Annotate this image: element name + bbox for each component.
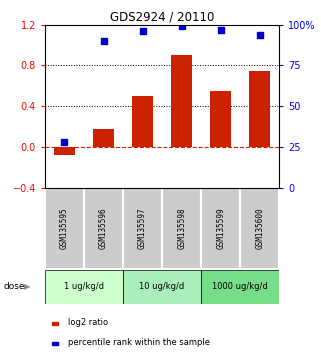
- Bar: [45, 270, 123, 304]
- Text: GSM135595: GSM135595: [60, 207, 69, 249]
- Bar: [171, 55, 192, 147]
- Bar: [249, 70, 271, 147]
- Text: ▶: ▶: [24, 282, 30, 291]
- Bar: [45, 188, 84, 269]
- Bar: [132, 96, 153, 147]
- Point: [257, 32, 262, 38]
- Text: GSM135597: GSM135597: [138, 207, 147, 249]
- Text: GSM135599: GSM135599: [216, 207, 225, 249]
- Point: [218, 27, 223, 33]
- Text: percentile rank within the sample: percentile rank within the sample: [68, 338, 210, 347]
- Bar: [52, 322, 58, 325]
- Text: 1000 ug/kg/d: 1000 ug/kg/d: [212, 282, 268, 291]
- Title: GDS2924 / 20110: GDS2924 / 20110: [110, 11, 214, 24]
- Text: 10 ug/kg/d: 10 ug/kg/d: [140, 282, 185, 291]
- Text: GSM135598: GSM135598: [177, 207, 186, 249]
- Bar: [123, 270, 201, 304]
- Text: log2 ratio: log2 ratio: [68, 318, 108, 327]
- Bar: [210, 91, 231, 147]
- Text: GSM135600: GSM135600: [255, 207, 264, 249]
- Bar: [240, 188, 279, 269]
- Text: 1 ug/kg/d: 1 ug/kg/d: [64, 282, 104, 291]
- Point: [62, 139, 67, 145]
- Point: [179, 24, 184, 29]
- Bar: [93, 129, 114, 147]
- Bar: [54, 147, 75, 155]
- Text: GSM135596: GSM135596: [99, 207, 108, 249]
- Bar: [123, 188, 162, 269]
- Bar: [52, 342, 58, 345]
- Bar: [84, 188, 123, 269]
- Bar: [201, 188, 240, 269]
- Point: [140, 28, 145, 34]
- Bar: [162, 188, 201, 269]
- Text: dose: dose: [3, 282, 25, 291]
- Point: [101, 38, 106, 44]
- Bar: [201, 270, 279, 304]
